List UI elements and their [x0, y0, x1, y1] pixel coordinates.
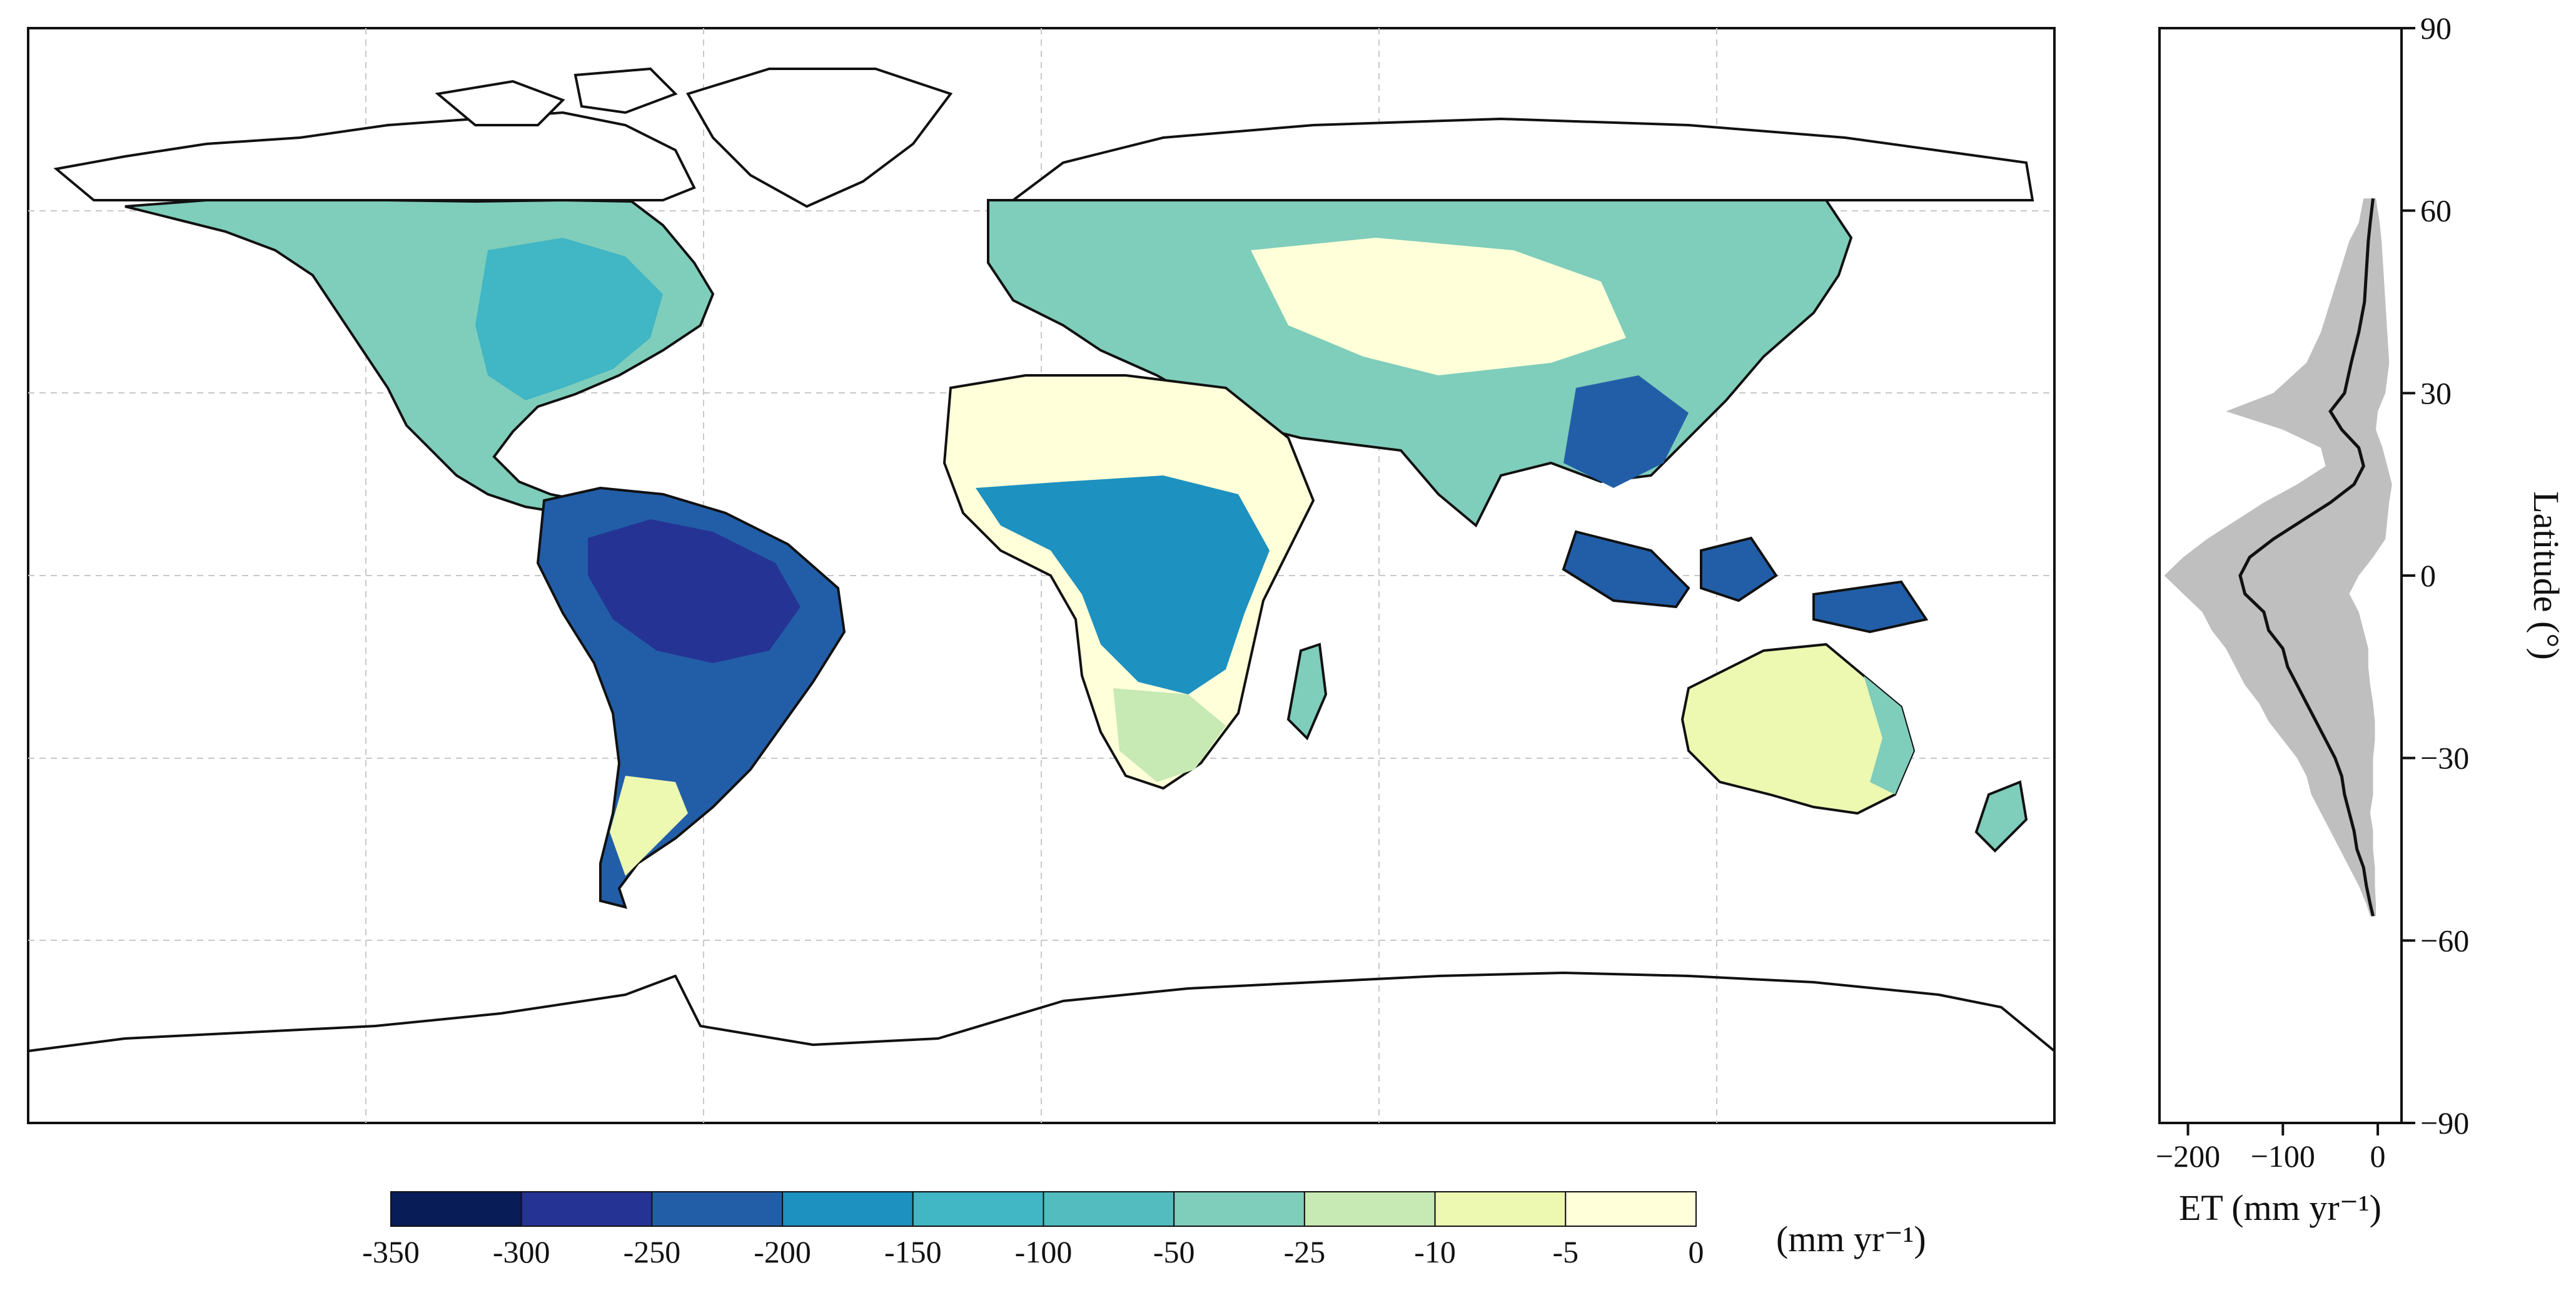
africa-south — [1113, 688, 1226, 782]
colorbar-tick-label: -100 — [1015, 1234, 1073, 1269]
colorbar-bin — [1043, 1191, 1175, 1227]
colorbar-bin — [782, 1191, 914, 1227]
central-asia-desert — [1251, 238, 1626, 375]
profile-y-tick-label: 0 — [2420, 558, 2436, 593]
siberia-north — [1009, 117, 2034, 201]
colorbar-bin — [912, 1191, 1044, 1227]
indonesia — [1562, 530, 1929, 634]
colorbar-unit-label: (mm yr⁻¹) — [1776, 1219, 1926, 1259]
colorbar-bin — [1434, 1191, 1567, 1227]
et-range-band — [2164, 198, 2392, 917]
colorbar-tick-label: -300 — [493, 1234, 550, 1269]
australia-land — [1680, 642, 1916, 815]
profile-x-tick-label: −200 — [2156, 1139, 2220, 1174]
colorbar-tick-label: -10 — [1414, 1234, 1456, 1269]
colorbar: -350 -300 -250 -200 -150 -100 -50 -25 -10 -5 0 — [362, 1191, 1704, 1269]
patagonia — [610, 776, 688, 876]
canada-north — [53, 111, 696, 201]
antarctica-coastline — [28, 972, 2056, 1052]
colorbar-tick-label: -250 — [624, 1234, 681, 1269]
amazon-core — [588, 519, 801, 663]
et-mean-line — [2238, 198, 2375, 917]
africa-tropics — [976, 475, 1270, 694]
north-america-east — [475, 238, 663, 400]
colorbar-tick-label: -5 — [1552, 1234, 1578, 1269]
greenland — [686, 68, 953, 208]
profile-y-tick-label: 90 — [2420, 11, 2452, 46]
australia-east-coast — [1864, 676, 1914, 795]
colorbar-tick-label: -25 — [1284, 1234, 1326, 1269]
profile-y-tick-label: 30 — [2420, 375, 2452, 410]
southeast-asia — [1563, 375, 1689, 488]
colorbar-tick-label: -350 — [362, 1234, 420, 1269]
profile-y-axis-title: Latitude (°) — [2526, 491, 2567, 660]
world-map — [27, 27, 2056, 1124]
madagascar — [1286, 642, 1328, 741]
colorbar-tick-label: -150 — [884, 1234, 942, 1269]
latitude-profile-chart: ET (mm yr⁻¹) Latitude (°) 90 60 30 0 −30 −60 −… — [2156, 11, 2567, 1228]
new-zealand — [1974, 780, 2028, 853]
profile-x-tick-label: −100 — [2251, 1139, 2315, 1174]
colorbar-tick-label: -200 — [754, 1234, 811, 1269]
colorbar-bin — [520, 1191, 653, 1227]
profile-y-tick-label: −60 — [2420, 923, 2469, 958]
profile-x-axis-title: ET (mm yr⁻¹) — [2179, 1187, 2382, 1228]
profile-x-tick-label: 0 — [2370, 1139, 2386, 1174]
profile-y-tick-label: −30 — [2420, 741, 2469, 776]
profile-y-tick-label: −90 — [2420, 1105, 2469, 1140]
colorbar-bin — [1565, 1191, 1697, 1227]
profile-y-tick-label: 60 — [2420, 193, 2452, 228]
colorbar-tick-label: -50 — [1153, 1234, 1195, 1269]
colorbar-tick-label: 0 — [1689, 1234, 1704, 1269]
colorbar-bin — [1303, 1191, 1436, 1227]
arctic-islands — [435, 67, 678, 126]
colorbar-bin — [1173, 1191, 1305, 1227]
colorbar-bin — [651, 1191, 784, 1227]
colorbar-bin — [390, 1191, 522, 1227]
